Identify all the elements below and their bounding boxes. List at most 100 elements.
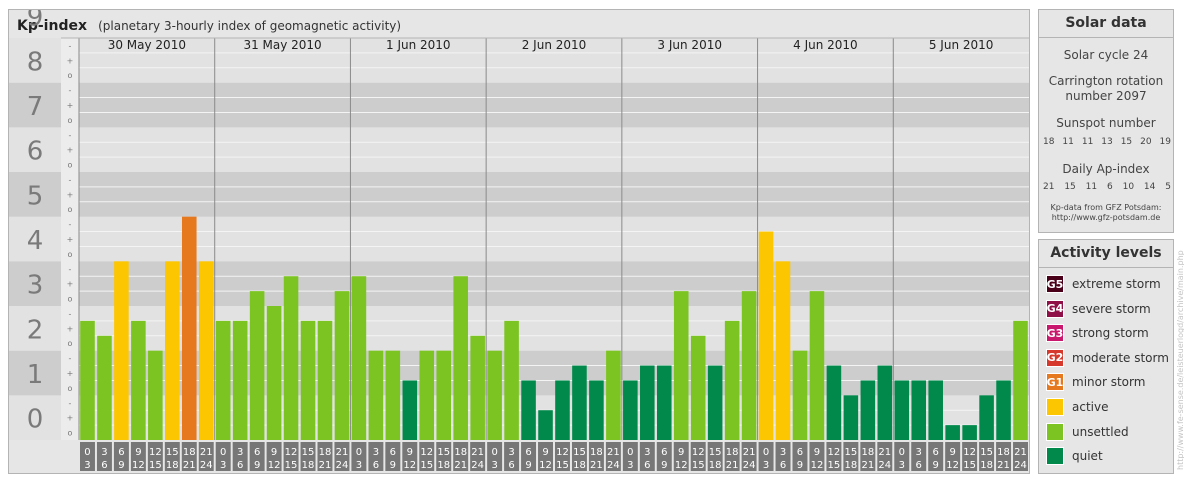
kp-bar — [996, 380, 1011, 440]
interval-cell — [962, 442, 978, 471]
interval-cell — [130, 442, 146, 471]
interval-start-label: 3 — [644, 447, 650, 458]
kp-bar — [623, 380, 638, 440]
day-label: 31 May 2010 — [243, 38, 321, 52]
minor-tick-label: + — [67, 369, 74, 378]
interval-cell — [198, 442, 214, 471]
interval-end-label: 15 — [149, 460, 162, 471]
interval-end-label: 3 — [356, 460, 362, 471]
kp-bar — [470, 335, 485, 440]
kp-label-band — [9, 38, 61, 83]
interval-end-label: 12 — [268, 460, 281, 471]
interval-cell — [877, 442, 893, 471]
interval-cell — [487, 442, 503, 471]
interval-start-label: 6 — [254, 447, 260, 458]
interval-cell — [996, 442, 1012, 471]
carrington-line2: number 2097 — [1065, 89, 1147, 103]
sunspot-value: 18 — [1043, 137, 1055, 147]
interval-start-label: 0 — [763, 447, 769, 458]
minor-tick-label: - — [69, 265, 72, 274]
y-tick-label: 4 — [27, 226, 44, 256]
interval-cell — [605, 442, 621, 471]
legend-item: G2 moderate storm — [1046, 348, 1169, 368]
interval-cell — [538, 442, 553, 471]
interval-end-label: 12 — [539, 460, 552, 471]
interval-cell — [266, 442, 282, 471]
interval-start-label: 18 — [861, 447, 874, 458]
legend-label: moderate storm — [1072, 350, 1169, 365]
legend-label: minor storm — [1072, 375, 1146, 390]
day-label: 30 May 2010 — [108, 38, 186, 52]
sunspot-value: 11 — [1062, 137, 1074, 147]
interval-start-label: 18 — [726, 447, 739, 458]
interval-end-label: 6 — [101, 460, 107, 471]
interval-end-label: 3 — [627, 460, 633, 471]
kp-bar — [589, 380, 604, 440]
interval-start-label: 18 — [183, 447, 196, 458]
kp-bar — [385, 350, 401, 440]
day-label: 1 Jun 2010 — [386, 38, 451, 52]
kp-label-band — [9, 82, 61, 128]
source-link[interactable]: http://www.gfz-potsdam.de — [1051, 213, 1161, 222]
ap-values: 21 15 11 6 10 14 5 — [1043, 182, 1171, 192]
interval-start-label: 0 — [899, 447, 905, 458]
interval-start-label: 9 — [814, 447, 820, 458]
legend-item: G3 strong storm — [1046, 323, 1149, 343]
kp-bar — [945, 425, 960, 440]
interval-cell — [673, 442, 689, 471]
interval-cell — [1013, 442, 1028, 471]
kp-bar — [131, 320, 146, 440]
interval-cell — [504, 442, 520, 471]
interval-cell — [792, 442, 808, 471]
interval-start-label: 21 — [1014, 447, 1027, 458]
interval-end-label: 21 — [454, 460, 467, 471]
minor-tick-label: o — [68, 429, 73, 438]
sunspot-value: 11 — [1081, 137, 1094, 147]
interval-start-label: 3 — [373, 447, 379, 458]
interval-end-label: 15 — [828, 460, 841, 471]
kp-index-panel: Kp-index (planetary 3-hourly index of ge… — [8, 9, 1030, 474]
kp-bar — [368, 350, 384, 440]
kp-bar — [724, 320, 740, 440]
legend-swatch: G4 — [1046, 299, 1064, 318]
interval-cell — [419, 442, 435, 471]
sunspot-value: 20 — [1140, 137, 1152, 147]
kp-bar — [792, 350, 808, 440]
interval-cell — [979, 442, 995, 471]
kp-bar — [402, 380, 418, 440]
interval-end-label: 12 — [403, 460, 416, 471]
interval-start-label: 6 — [525, 447, 531, 458]
kp-label-band — [9, 127, 61, 172]
kp-bar — [758, 231, 774, 440]
kp-bar — [775, 261, 791, 440]
interval-end-label: 15 — [692, 460, 705, 471]
kp-bar — [334, 291, 350, 440]
interval-cell — [843, 442, 859, 471]
interval-end-label: 6 — [508, 460, 514, 471]
kp-bar — [894, 380, 910, 440]
interval-cell — [928, 442, 944, 471]
chart-subtitle: (planetary 3-hourly index of geomagnetic… — [98, 19, 402, 33]
kp-bar — [707, 365, 723, 440]
interval-end-label: 12 — [132, 460, 145, 471]
solar-data-panel: Solar data Solar cycle 24 Carrington rot… — [1038, 9, 1174, 233]
kp-bar — [860, 380, 876, 440]
interval-cell — [300, 442, 316, 471]
source-line1: Kp-data from GFZ Potsdam: — [1050, 203, 1162, 212]
interval-start-label: 15 — [845, 447, 858, 458]
interval-start-label: 15 — [302, 447, 315, 458]
interval-start-label: 18 — [590, 447, 603, 458]
solar-data-title: Solar data — [1039, 10, 1173, 38]
interval-cell — [622, 442, 638, 471]
interval-start-label: 15 — [709, 447, 722, 458]
minor-tick-label: o — [68, 205, 73, 214]
interval-cell — [470, 442, 486, 471]
interval-start-label: 15 — [166, 447, 179, 458]
ap-label: Daily Ap-index — [1062, 162, 1150, 176]
kp-bar — [741, 291, 757, 440]
kp-bar — [487, 350, 502, 440]
minor-tick-label: o — [68, 295, 73, 304]
kp-bar — [843, 395, 859, 440]
kp-bar — [317, 320, 333, 440]
minor-tick-label: + — [67, 146, 74, 155]
